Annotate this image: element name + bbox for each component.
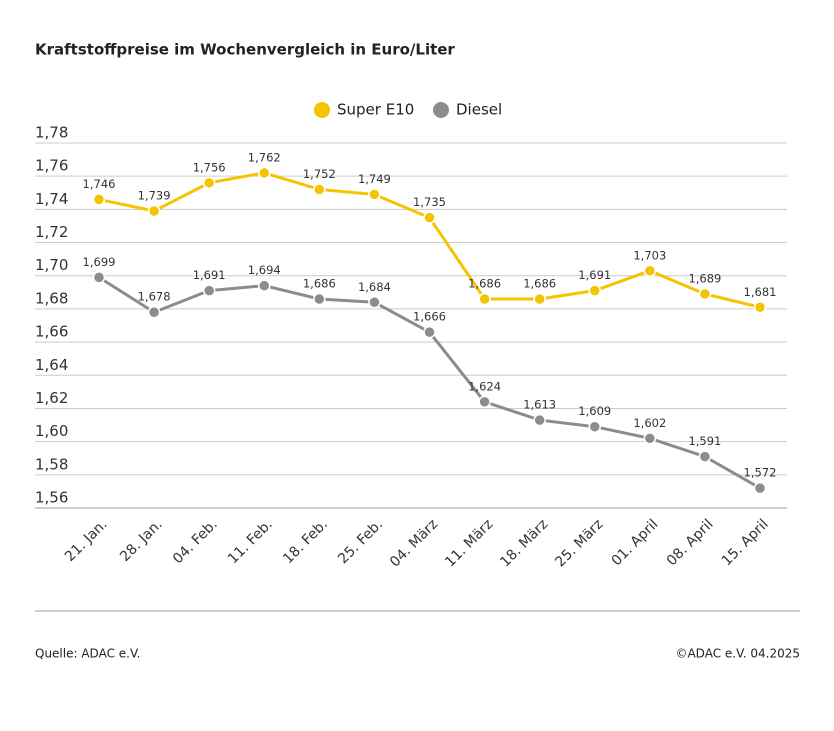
data-point xyxy=(423,211,436,224)
data-label: 1,739 xyxy=(138,189,171,203)
data-point xyxy=(147,204,161,218)
x-tick-label: 04. Feb. xyxy=(170,516,221,567)
data-point xyxy=(147,305,161,319)
data-point xyxy=(533,413,546,427)
data-point xyxy=(368,188,381,201)
data-label: 1,691 xyxy=(193,268,226,282)
data-point xyxy=(423,325,436,339)
data-label: 1,689 xyxy=(688,271,721,285)
y-tick-label: 1,60 xyxy=(35,422,68,440)
x-tick-label: 28. Jan. xyxy=(117,516,166,565)
x-tick-label: 15. April xyxy=(719,516,772,569)
data-point xyxy=(478,292,491,306)
data-label: 1,735 xyxy=(413,195,446,209)
data-point xyxy=(202,284,216,297)
copyright: ©ADAC e.V. 04.2025 xyxy=(675,647,800,661)
data-label: 1,609 xyxy=(578,404,611,418)
x-tick-label: 08. April xyxy=(664,516,717,569)
x-tick-label: 18. März xyxy=(497,516,551,570)
data-label: 1,572 xyxy=(744,466,777,480)
y-tick-label: 1,66 xyxy=(35,323,68,341)
data-label: 1,699 xyxy=(83,255,116,269)
legend-label: Diesel xyxy=(456,101,502,119)
data-point xyxy=(753,481,767,495)
legend-swatch xyxy=(433,102,449,118)
data-label: 1,666 xyxy=(413,310,446,324)
data-label: 1,752 xyxy=(303,167,336,181)
data-label: 1,681 xyxy=(744,285,777,299)
data-point xyxy=(588,284,601,297)
data-label: 1,686 xyxy=(523,276,556,290)
data-point xyxy=(643,264,657,277)
data-point xyxy=(202,176,216,190)
x-tick-label: 25. März xyxy=(552,516,606,570)
y-tick-label: 1,68 xyxy=(35,289,68,307)
data-label: 1,703 xyxy=(633,248,666,262)
data-point xyxy=(258,279,271,292)
x-tick-label: 01. April xyxy=(609,516,662,569)
data-label: 1,678 xyxy=(138,290,171,304)
data-label: 1,686 xyxy=(468,276,501,290)
y-tick-label: 1,58 xyxy=(35,455,68,473)
data-label: 1,624 xyxy=(468,379,501,393)
data-label: 1,613 xyxy=(523,398,556,412)
data-label: 1,686 xyxy=(303,276,336,290)
data-label: 1,694 xyxy=(248,263,281,277)
x-tick-label: 04. März xyxy=(387,516,441,570)
data-label: 1,684 xyxy=(358,280,391,294)
data-label: 1,756 xyxy=(193,160,226,174)
x-tick-label: 11. März xyxy=(442,516,496,570)
chart-title: Kraftstoffpreise im Wochenvergleich in E… xyxy=(35,41,455,59)
source: Quelle: ADAC e.V. xyxy=(35,647,140,661)
y-tick-label: 1,72 xyxy=(35,223,68,241)
data-label: 1,746 xyxy=(83,177,116,191)
y-tick-label: 1,74 xyxy=(35,190,68,208)
y-tick-label: 1,62 xyxy=(35,389,68,407)
data-point xyxy=(533,292,546,306)
legend-label: Super E10 xyxy=(337,101,414,119)
series-line xyxy=(98,171,761,309)
y-tick-label: 1,70 xyxy=(35,256,68,274)
legend-swatch xyxy=(314,102,330,118)
data-label: 1,762 xyxy=(248,150,281,164)
data-point xyxy=(368,296,381,309)
data-label: 1,602 xyxy=(633,416,666,430)
data-point xyxy=(92,193,106,206)
x-tick-label: 18. Feb. xyxy=(280,516,331,567)
data-point xyxy=(92,271,106,284)
y-tick-label: 1,78 xyxy=(35,124,68,142)
y-tick-label: 1,56 xyxy=(35,489,68,507)
data-point xyxy=(313,183,326,196)
data-point xyxy=(698,450,712,463)
x-tick-label: 11. Feb. xyxy=(225,516,276,567)
data-point xyxy=(258,166,271,180)
x-tick-label: 21. Jan. xyxy=(62,516,111,565)
data-label: 1,691 xyxy=(578,268,611,282)
x-tick-label: 25. Feb. xyxy=(335,516,386,567)
data-point xyxy=(478,395,491,409)
data-point xyxy=(643,432,657,445)
data-point xyxy=(698,287,712,301)
data-label: 1,591 xyxy=(688,434,721,448)
y-tick-label: 1,64 xyxy=(35,356,68,374)
data-point xyxy=(753,301,767,314)
data-label: 1,749 xyxy=(358,172,391,186)
data-point xyxy=(313,292,326,306)
y-tick-label: 1,76 xyxy=(35,157,68,175)
data-point xyxy=(588,420,601,433)
